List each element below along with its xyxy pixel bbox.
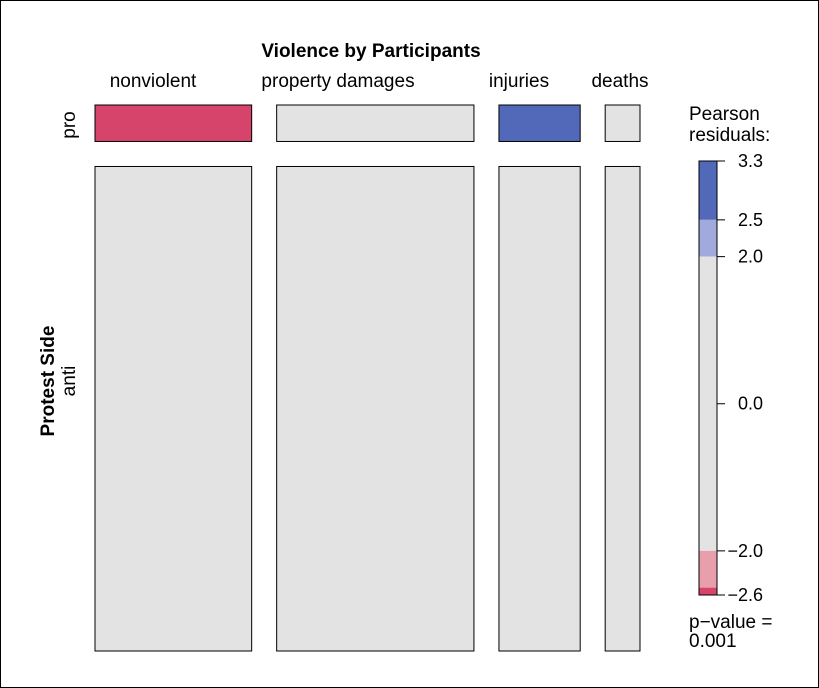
mosaic-cell-pro-deaths bbox=[604, 104, 641, 142]
legend-frame bbox=[698, 160, 718, 596]
legend-band-4 bbox=[699, 550, 717, 588]
mosaic-cell-anti-injuries bbox=[498, 165, 581, 652]
legend-tick-label: −2.0 bbox=[727, 541, 763, 561]
legend-tick-label: 2.5 bbox=[738, 210, 763, 230]
legend-band-1 bbox=[699, 161, 717, 220]
mosaic-cell-pro-property-damages bbox=[276, 104, 475, 142]
chart-title: Violence by Participants bbox=[261, 41, 480, 62]
legend-tick-label: 3.3 bbox=[738, 151, 763, 171]
mosaic-cell-pro-nonviolent bbox=[94, 104, 253, 142]
p-value-line2: 0.001 bbox=[689, 631, 737, 652]
legend-tick-label: 2.0 bbox=[738, 247, 763, 267]
legend-tick-label: −2.6 bbox=[727, 585, 763, 605]
legend-tick-label: 0.0 bbox=[738, 394, 763, 414]
mosaic-cells bbox=[94, 104, 641, 652]
mosaic-cell-pro-injuries bbox=[498, 104, 581, 142]
column-label-injuries: injuries bbox=[489, 71, 549, 92]
legend-band-5 bbox=[699, 587, 717, 595]
mosaic-cell-anti-property-damages bbox=[276, 165, 475, 652]
row-label-anti: anti bbox=[59, 366, 80, 397]
legend-title-line2: residuals: bbox=[689, 125, 770, 146]
mosaic-cell-anti-deaths bbox=[604, 165, 641, 652]
p-value-line1: p−value = bbox=[689, 612, 772, 633]
column-label-nonviolent: nonviolent bbox=[110, 71, 197, 92]
legend-ticks: 3.3 2.5 2.0 0.0 −2.0 −2.6 bbox=[717, 151, 763, 605]
mosaic-cell-anti-nonviolent bbox=[94, 165, 253, 652]
column-label-property-damages: property damages bbox=[261, 71, 414, 92]
legend-band-3 bbox=[699, 256, 717, 551]
legend-color-scale bbox=[698, 160, 718, 596]
legend-band-2 bbox=[699, 219, 717, 257]
legend-title-line1: Pearson bbox=[689, 104, 760, 125]
column-label-deaths: deaths bbox=[591, 71, 648, 92]
row-variable-title: Protest Side bbox=[38, 326, 59, 437]
row-label-pro: pro bbox=[59, 111, 80, 138]
